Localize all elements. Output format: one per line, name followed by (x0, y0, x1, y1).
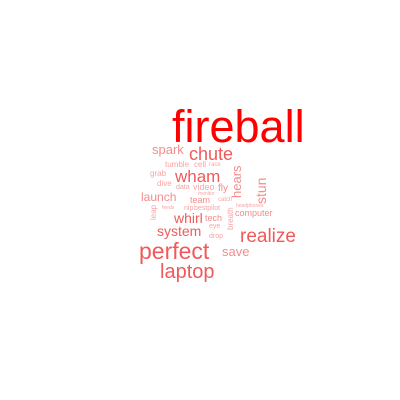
word-laptop: laptop (160, 261, 215, 283)
word-nip: nip (184, 205, 194, 212)
word-fly: fly (218, 183, 228, 194)
word-data: data (176, 184, 190, 191)
word-race: race (209, 162, 221, 168)
word-fireball: fireball (172, 101, 305, 152)
word-chute: chute (189, 144, 234, 164)
word-wham: wham (175, 167, 221, 186)
word-realize: realize (240, 226, 296, 247)
word-team: team (190, 195, 211, 205)
word-launch: launch (141, 190, 177, 204)
word-stun: stun (253, 177, 269, 204)
word-bestpilot: bestpilot (194, 205, 221, 212)
word-monitor: monitor (198, 191, 215, 197)
word-catch: catch (218, 197, 233, 203)
word-dive: dive (157, 179, 172, 188)
word-breath: breath (226, 207, 235, 230)
word-grab: grab (150, 169, 167, 178)
word-headphones: headphones (236, 203, 264, 209)
word-drop: drop (209, 233, 224, 240)
word-save: save (222, 244, 250, 259)
word-eye: eye (209, 223, 221, 230)
word-cell: cell (194, 160, 207, 169)
word-system: system (157, 223, 202, 239)
word-perfect: perfect (139, 238, 210, 264)
word-hears: hears (229, 165, 244, 198)
word-whirl: whirl (174, 210, 203, 226)
word-tumble: tumble (165, 160, 190, 169)
word-spark: spark (152, 142, 184, 157)
word-video: video (193, 182, 215, 192)
word-feeds: feeds (162, 205, 175, 211)
word-computer: computer (235, 208, 273, 218)
word-tech: tech (205, 213, 223, 223)
word-leap: leap (149, 204, 158, 220)
